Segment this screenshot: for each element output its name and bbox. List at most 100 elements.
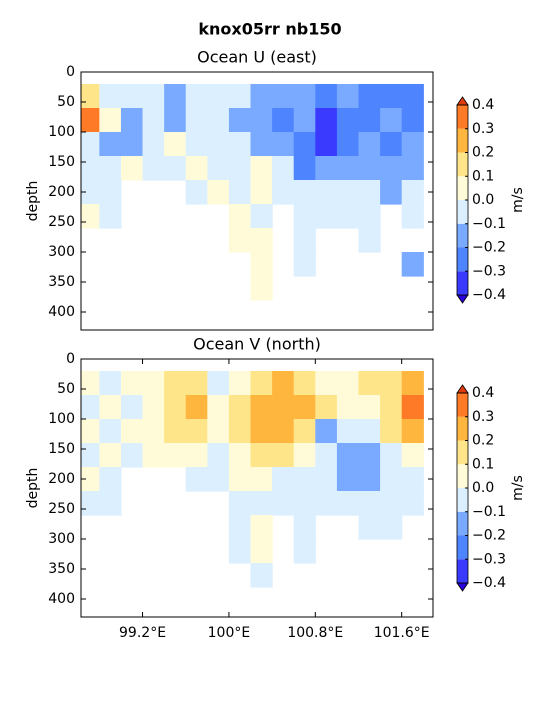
field-cell — [81, 108, 100, 133]
field-cell — [380, 491, 403, 516]
field-cell — [81, 180, 100, 205]
field-cell — [164, 419, 187, 444]
field-cell — [142, 395, 165, 420]
field-cell — [358, 443, 381, 468]
field — [81, 371, 424, 588]
y-tick-label: 150 — [48, 154, 75, 170]
field-cell — [142, 156, 165, 181]
field-cell — [120, 419, 144, 444]
field-cell — [185, 84, 208, 109]
field-cell — [228, 228, 252, 253]
field-cell — [401, 371, 424, 396]
field-cell — [99, 204, 122, 229]
plot-frame — [80, 71, 434, 331]
colorbar-band — [457, 105, 468, 129]
field-cell — [336, 491, 360, 516]
panel-title: Ocean U (east) — [197, 48, 317, 67]
field-cell — [164, 443, 187, 468]
field-cell — [228, 156, 252, 181]
field-cell — [401, 491, 424, 516]
field-cell — [164, 395, 187, 420]
field-cell — [142, 108, 165, 133]
field-cell — [336, 443, 360, 468]
field-cell — [142, 371, 165, 396]
field-cell — [358, 228, 381, 253]
field-cell — [380, 467, 403, 492]
field-cell — [120, 443, 144, 468]
field-cell — [185, 132, 208, 157]
field-cell — [293, 419, 316, 444]
field-cell — [380, 371, 403, 396]
field-cell — [401, 204, 424, 229]
field-cell — [293, 252, 316, 277]
colorbar-band — [457, 200, 468, 224]
colorbar-tick-label: −0.2 — [472, 528, 506, 544]
field-cell — [272, 443, 295, 468]
field-cell — [250, 84, 273, 109]
field-cell — [293, 108, 316, 133]
colorbar-tick-label: 0.4 — [472, 385, 494, 401]
field-cell — [380, 108, 403, 133]
field-cell — [315, 132, 338, 157]
y-tick-label: 350 — [48, 561, 75, 577]
field-cell — [358, 419, 381, 444]
colorbar-band — [457, 535, 468, 560]
colorbar-band — [457, 511, 468, 536]
colorbar-tick-label: −0.1 — [472, 216, 506, 232]
field — [81, 84, 424, 301]
field-cell — [272, 180, 295, 205]
field-cell — [336, 395, 360, 420]
field-cell — [293, 467, 316, 492]
field-cell — [401, 108, 424, 133]
field-cell — [228, 84, 252, 109]
field-cell — [380, 419, 403, 444]
panel-title: Ocean V (north) — [193, 335, 321, 354]
field-cell — [272, 84, 295, 109]
field-cell — [358, 467, 381, 492]
field-cell — [228, 395, 252, 420]
field-cell — [207, 443, 230, 468]
field-cell — [185, 156, 208, 181]
field-cell — [250, 395, 273, 420]
colorbar-band — [457, 128, 468, 153]
y-tick-label: 250 — [48, 501, 75, 517]
field-cell — [272, 491, 295, 516]
field-cell — [272, 419, 295, 444]
colorbar-over — [456, 384, 469, 394]
field-cell — [99, 108, 122, 133]
field-cell — [272, 467, 295, 492]
field-cell — [315, 467, 338, 492]
figure-title: knox05rr nb150 — [198, 20, 341, 39]
field-cell — [185, 443, 208, 468]
field-cell — [228, 443, 252, 468]
field-cell — [315, 204, 338, 229]
x-tick-label: 100°E — [208, 625, 251, 641]
field-cell — [315, 371, 338, 396]
y-tick-label: 50 — [57, 381, 75, 397]
field-cell — [358, 491, 381, 516]
field-cell — [185, 180, 208, 205]
field-cell — [250, 443, 273, 468]
field-cell — [380, 515, 403, 540]
y-tick-label: 350 — [48, 274, 75, 290]
field-cell — [401, 132, 424, 157]
field-cell — [336, 180, 360, 205]
colorbar-tick-label: 0.2 — [472, 433, 494, 449]
field-cell — [99, 467, 122, 492]
field-cell — [228, 180, 252, 205]
field-cell — [120, 156, 144, 181]
colorbar-over — [456, 96, 469, 106]
field-cell — [99, 84, 122, 109]
field-cell — [358, 395, 381, 420]
field-cell — [401, 84, 424, 109]
field-cell — [272, 371, 295, 396]
field-cell — [358, 156, 381, 181]
field-cell — [207, 108, 230, 133]
field-cell — [164, 84, 187, 109]
field-cell — [185, 467, 208, 492]
field-cell — [164, 132, 187, 157]
field-cell — [315, 491, 338, 516]
y-tick-label: 400 — [48, 591, 75, 607]
field-cell — [293, 371, 316, 396]
field-cell — [336, 371, 360, 396]
